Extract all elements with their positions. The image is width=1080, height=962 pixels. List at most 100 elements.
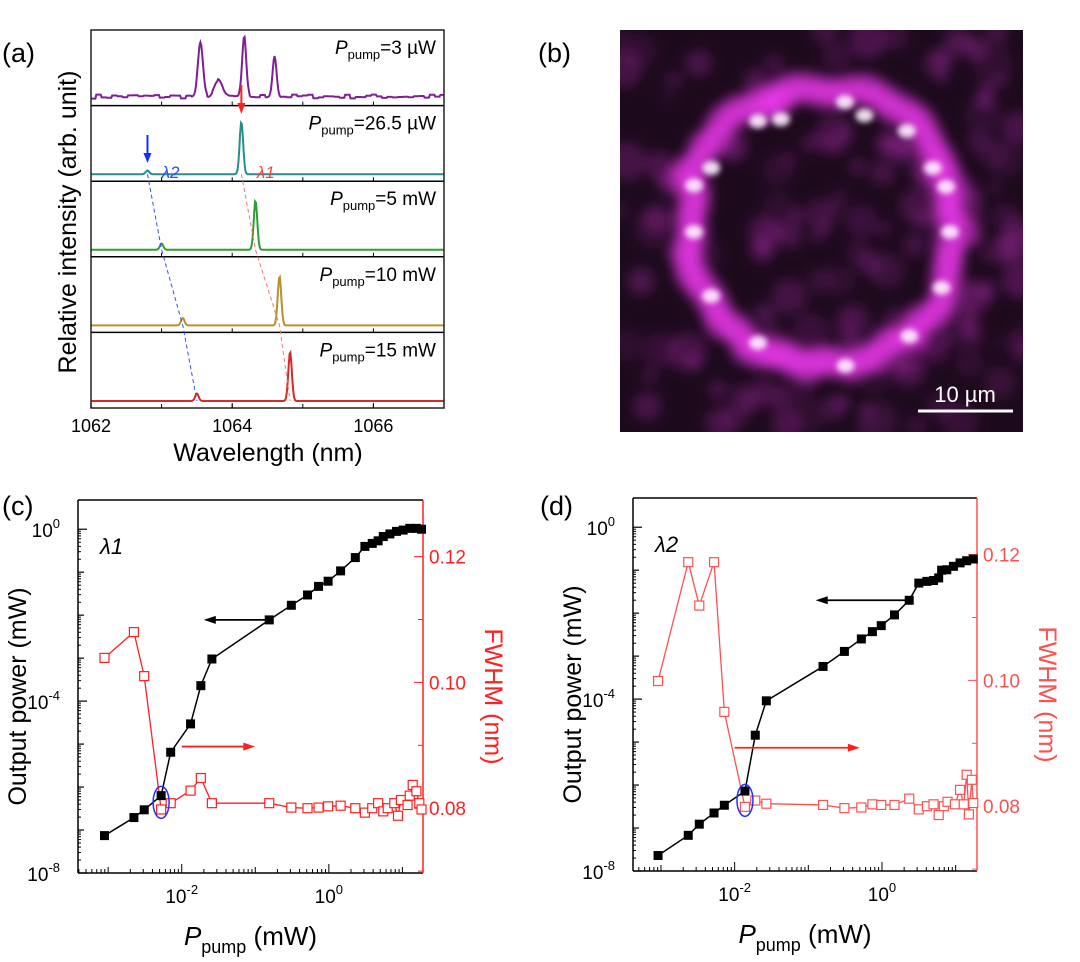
haze-blob [996, 224, 1023, 263]
haze-blob [869, 253, 905, 289]
output-power-point [303, 590, 313, 600]
bright-spots [685, 95, 959, 373]
output-power-point [750, 730, 760, 740]
x-axis-label: Ppump (mW) [184, 921, 317, 957]
haze-blob [685, 353, 703, 371]
haze-blob [811, 30, 838, 44]
fwhm-point [286, 802, 297, 813]
right-arrow-head [847, 743, 860, 752]
output-power-point [314, 581, 324, 591]
label-p: P [330, 189, 343, 210]
x-tick-label: 100 [868, 880, 896, 906]
fwhm-point [933, 809, 944, 821]
y-right-tick-label: 0.10 [429, 673, 466, 694]
bright-spot [855, 108, 874, 123]
fwhm-point [411, 786, 422, 797]
tick-base: 10 [868, 885, 889, 906]
haze-blob [771, 409, 802, 432]
spectrum-label: Ppump=26.5 µW [309, 114, 437, 138]
xlabel-sub: pump [756, 935, 801, 955]
output-power-point [373, 536, 383, 546]
fwhm-point [694, 600, 705, 611]
haze-layer [620, 30, 1023, 432]
bright-spot [835, 95, 854, 110]
bright-spot [749, 335, 767, 350]
fwhm-point [652, 675, 664, 687]
tick-base: 10 [315, 887, 336, 908]
fwhm-point [928, 799, 939, 810]
label-val: =26.5 µW [354, 114, 436, 135]
panel-label-a: (a) [2, 38, 35, 68]
haze-blob [761, 191, 793, 222]
output-power-point [207, 654, 217, 664]
output-power-point [286, 600, 296, 610]
output-power-point [99, 831, 109, 841]
output-power-point [839, 646, 849, 656]
haze-blob [962, 323, 979, 340]
output-power-point [962, 556, 972, 566]
spectrum-line [91, 120, 444, 176]
series-label: λ1 [99, 534, 123, 559]
haze-blob [620, 141, 647, 182]
fwhm-point [719, 706, 730, 717]
spectrum-label: Ppump=3 µW [335, 38, 436, 62]
bright-spot [702, 161, 721, 175]
tick-base: 10 [587, 519, 608, 540]
y-left-tick-label: 10-8 [582, 858, 615, 884]
haze-blob [820, 40, 853, 72]
haze-blob [792, 312, 830, 350]
tick-base: 10 [718, 885, 739, 906]
fwhm-point [683, 557, 694, 568]
label-val: =10 mW [365, 265, 436, 286]
haze-blob [620, 199, 631, 221]
fwhm-point [128, 626, 140, 638]
scale-bar-label: 10 µm [934, 382, 996, 407]
output-power-point [948, 561, 958, 571]
fwhm-point [323, 801, 334, 812]
spectrum-label: Ppump=10 mW [320, 265, 437, 289]
haze-blob [990, 337, 1004, 350]
output-power-point [942, 565, 952, 575]
plot-frame [90, 29, 445, 409]
fwhm-line [104, 630, 423, 816]
fwhm-point [750, 795, 761, 806]
y-right-axis-label: FWHM (nm) [1033, 626, 1061, 762]
output-power-point [929, 576, 939, 586]
haze-blob [740, 388, 760, 408]
output-power-point [934, 573, 944, 583]
haze-blob [765, 54, 784, 74]
output-power-point [653, 851, 663, 861]
y-left-tick-label: 10-4 [27, 688, 60, 714]
haze-blob [898, 188, 935, 225]
fluorescence-image-panel: 10 µm [620, 30, 1023, 432]
fwhm-point [302, 803, 313, 814]
fwhm-point [313, 802, 324, 813]
label-sub: pump [332, 349, 365, 364]
y-left-axis-label: Output power (mW) [559, 585, 587, 803]
fwhm-point [856, 802, 867, 813]
fwhm-point [206, 798, 217, 809]
output-power-point [417, 524, 427, 534]
haze-blob [849, 158, 867, 176]
bright-spot [685, 178, 704, 193]
label-p: P [320, 340, 333, 361]
output-power-point [889, 610, 899, 620]
lambda2-label: λ2 [161, 163, 180, 182]
tick-exp: 0 [53, 516, 60, 531]
lambda2-guide-line [146, 174, 198, 402]
tick-exp: -8 [603, 858, 615, 873]
haze-blob [837, 126, 851, 140]
haze-blob [820, 395, 846, 421]
haze-blob [882, 30, 909, 50]
output-power-point [360, 541, 370, 551]
fwhm-point [966, 774, 977, 785]
output-power-point [856, 634, 866, 644]
label-p: P [335, 38, 348, 59]
haze-blob [1001, 263, 1023, 299]
fwhm-point [156, 804, 167, 815]
haze-blob [973, 43, 1013, 84]
haze-blob [906, 415, 927, 432]
haze-blob [824, 265, 855, 296]
x-axis-label: Ppump (mW) [738, 919, 871, 955]
tick-base: 10 [165, 887, 186, 908]
